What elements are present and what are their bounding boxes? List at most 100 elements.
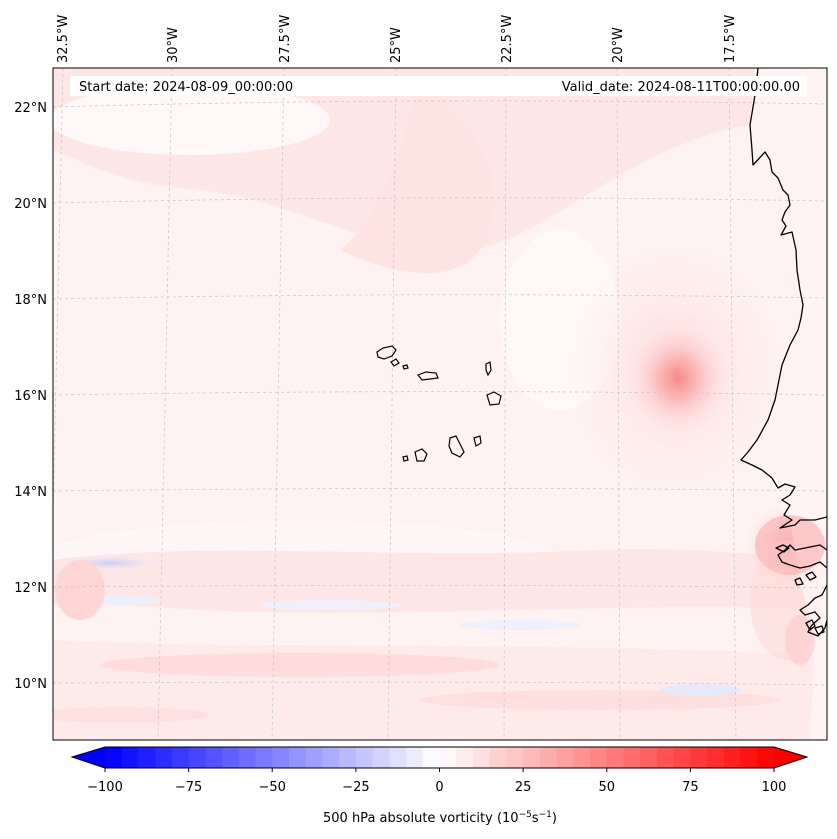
colorbar-cell xyxy=(171,747,190,768)
colorbar-cell xyxy=(372,747,390,768)
colorbar-title-exp1: −5 xyxy=(519,810,532,820)
colorbar-cell xyxy=(690,747,708,768)
field-west-pink xyxy=(55,560,105,620)
field-blue-3 xyxy=(260,600,400,610)
field-coast-spot xyxy=(785,615,815,665)
valid-date-label: Valid_date: 2024-08-11T00:00:00.00 xyxy=(562,80,800,95)
colorbar-extend-max xyxy=(774,747,807,768)
lon-label: 22.5°W xyxy=(500,15,515,63)
colorbar-cell xyxy=(573,747,591,768)
colorbar-tick-label: −100 xyxy=(87,780,123,795)
colorbar-cell xyxy=(640,747,658,768)
colorbar-cell xyxy=(255,747,273,768)
field-streak-3 xyxy=(53,707,210,723)
colorbar-cell xyxy=(656,747,675,768)
colorbar-cell xyxy=(121,747,139,768)
field-tongue xyxy=(340,80,495,274)
colorbar-tick-labels: −100 −75 −50 −25 0 25 50 75 100 xyxy=(87,780,786,795)
lon-label: 30°W xyxy=(166,27,181,63)
colorbar-cell xyxy=(222,747,240,768)
colorbar-cell xyxy=(272,747,290,768)
graticule xyxy=(53,68,827,740)
lon-label: 25°W xyxy=(389,27,404,63)
island-sao-vicente xyxy=(390,358,400,367)
island-boa-vista xyxy=(486,391,502,406)
colorbar-title: 500 hPa absolute vorticity (10−5s−1) xyxy=(323,810,557,826)
colorbar-tick-label: −75 xyxy=(175,780,202,795)
start-date-label: Start date: 2024-08-09_00:00:00 xyxy=(79,80,293,95)
lon-label: 27.5°W xyxy=(278,15,293,63)
colorbar-cell xyxy=(556,747,574,768)
lat-label: 12°N xyxy=(14,581,47,596)
colorbar-cell xyxy=(406,747,424,768)
date-header-strip xyxy=(70,76,807,96)
colorbar-title-end: ) xyxy=(552,811,557,826)
colorbar-cell xyxy=(590,747,608,768)
colorbar-cell xyxy=(606,747,624,768)
cape-verde-islands xyxy=(376,345,502,462)
colorbar-cell xyxy=(339,747,357,768)
lat-label: 22°N xyxy=(14,101,47,116)
field-streak-1 xyxy=(100,653,500,677)
colorbar-tick-label: 50 xyxy=(599,780,616,795)
colorbar-cell xyxy=(238,747,257,768)
lon-label: 32.5°W xyxy=(56,15,71,63)
colorbar-cell xyxy=(523,747,541,768)
colorbar-cell xyxy=(456,747,474,768)
colorbar-ticks xyxy=(104,768,775,772)
colorbar-cell xyxy=(155,747,173,768)
colorbar-cell xyxy=(288,747,307,768)
colorbar-title-main: 500 hPa absolute vorticity (10 xyxy=(323,811,519,826)
colorbar: −100 −75 −50 −25 0 25 50 75 100 500 hPa … xyxy=(70,746,809,826)
bijagos-islands xyxy=(805,619,825,635)
colorbar-cell xyxy=(389,747,407,768)
coast-islets xyxy=(775,544,817,586)
colorbar-tick-label: 0 xyxy=(435,780,443,795)
field-land xyxy=(742,68,827,740)
longitude-labels: 32.5°W 30°W 27.5°W 25°W 22.5°W 20°W 17.5… xyxy=(56,15,738,63)
colorbar-cell xyxy=(673,747,691,768)
colorbar-cell xyxy=(138,747,156,768)
colorbar-cell xyxy=(740,747,758,768)
colorbar-cell xyxy=(723,747,742,768)
island-santo-antao xyxy=(376,345,397,360)
lon-label: 20°W xyxy=(611,27,626,63)
field-blue-4 xyxy=(460,620,580,630)
colorbar-cell xyxy=(188,747,206,768)
colorbar-extend-min xyxy=(72,747,105,768)
colorbar-tick-label: 75 xyxy=(682,780,699,795)
colorbar-cell xyxy=(623,747,641,768)
vorticity-field xyxy=(53,68,827,740)
colorbar-tick-label: 100 xyxy=(762,780,787,795)
lat-label: 16°N xyxy=(14,389,47,404)
island-sao-nicolau xyxy=(417,371,439,381)
lat-label: 14°N xyxy=(14,485,47,500)
island-santa-luzia xyxy=(402,364,409,370)
latitude-labels: 22°N 20°N 18°N 16°N 14°N 12°N 10°N xyxy=(14,101,47,692)
colorbar-cell xyxy=(439,747,457,768)
colorbar-tick-label: −50 xyxy=(258,780,285,795)
field-blue-5 xyxy=(660,684,740,696)
lat-label: 20°N xyxy=(14,197,47,212)
colorbar-cell xyxy=(105,747,123,768)
field-south-band xyxy=(53,548,827,613)
colorbar-cell xyxy=(322,747,340,768)
vortex-maximum xyxy=(626,320,730,436)
map-frame xyxy=(52,67,828,741)
colorbar-cell xyxy=(205,747,223,768)
island-santiago xyxy=(448,435,465,458)
colorbar-cell xyxy=(489,747,507,768)
colorbar-tick-label: −25 xyxy=(342,780,369,795)
colorbar-cell xyxy=(472,747,491,768)
colorbar-cells xyxy=(105,747,775,768)
colorbar-tick-label: 25 xyxy=(515,780,532,795)
colorbar-title-exp2: −1 xyxy=(539,810,552,820)
guinea-coast xyxy=(799,584,827,637)
colorbar-cell xyxy=(757,747,775,768)
colorbar-cell xyxy=(355,747,374,768)
field-pale-1 xyxy=(53,85,330,155)
colorbar-cell xyxy=(707,747,725,768)
colorbar-title-unit: s xyxy=(532,811,539,826)
africa-coastline xyxy=(740,68,827,529)
